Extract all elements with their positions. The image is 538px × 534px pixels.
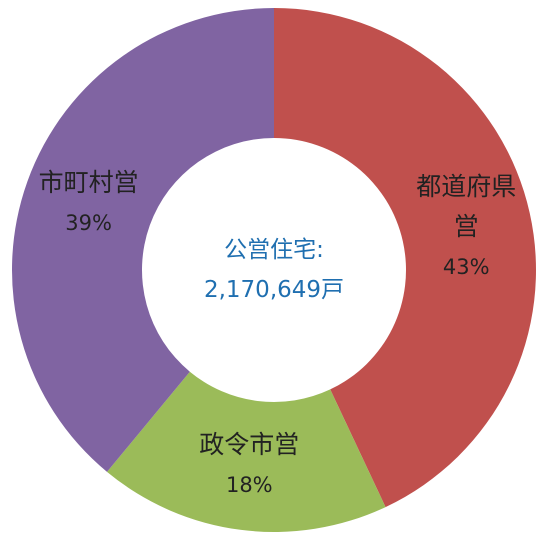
value-label: 43% [442, 255, 490, 280]
category-label: 都道府県営 [416, 172, 517, 242]
segment-label: 都道府県営 43% [410, 167, 522, 287]
value-label: 39% [65, 211, 112, 236]
category-label: 政令市営 [199, 430, 300, 460]
center-label: 公営住宅: 2,170,649戸 [204, 230, 344, 310]
donut-segment [106, 371, 386, 532]
segment-label: 政令市営 18% [179, 425, 319, 505]
category-label: 市町村営 [38, 168, 139, 198]
segment-label: 市町村営 39% [19, 163, 159, 243]
center-title: 公営住宅: [224, 237, 324, 263]
donut-segment [11, 8, 274, 472]
center-total: 2,170,649戸 [203, 277, 345, 303]
donut-segment [274, 8, 536, 508]
value-label: 18% [225, 473, 273, 498]
